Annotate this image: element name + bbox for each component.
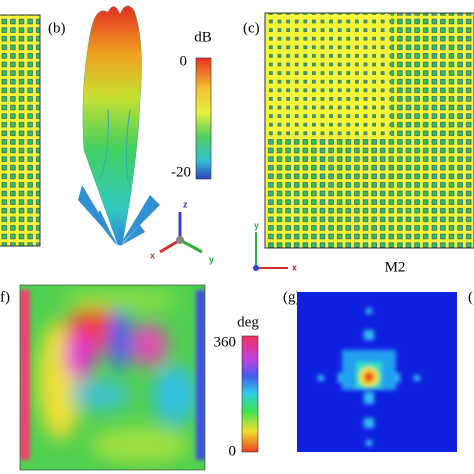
axis-label: x [150, 250, 155, 260]
colorbar-tick: 360 [214, 334, 237, 350]
axis-label: y [209, 254, 214, 264]
axis-triad: y x [253, 220, 297, 272]
array-c [264, 12, 474, 249]
colorbar-tick: 0 [229, 443, 237, 459]
colorbar-unit: dB [194, 29, 212, 45]
caption: M2 [385, 259, 406, 275]
phase-map [20, 285, 205, 470]
far-field-map [297, 292, 457, 452]
panel-label: f) [0, 289, 10, 305]
axis-label: x [292, 262, 297, 272]
panel-label: (c) [243, 20, 260, 36]
axis-triad: z x y [150, 199, 214, 264]
panel-label: (g) [283, 289, 301, 305]
panel-label: (b) [48, 20, 66, 36]
axis-label: z [183, 199, 188, 209]
frame [19, 284, 206, 471]
colorbar-unit: deg [237, 314, 259, 330]
panel-label: ( [468, 289, 473, 305]
array-a [0, 14, 41, 247]
radiation-pattern [78, 5, 160, 246]
colorbar [241, 335, 259, 453]
colorbar-tick: -20 [171, 164, 191, 180]
axis-label: y [254, 220, 259, 230]
colorbar-tick: 0 [180, 53, 188, 69]
colorbar [195, 57, 212, 180]
